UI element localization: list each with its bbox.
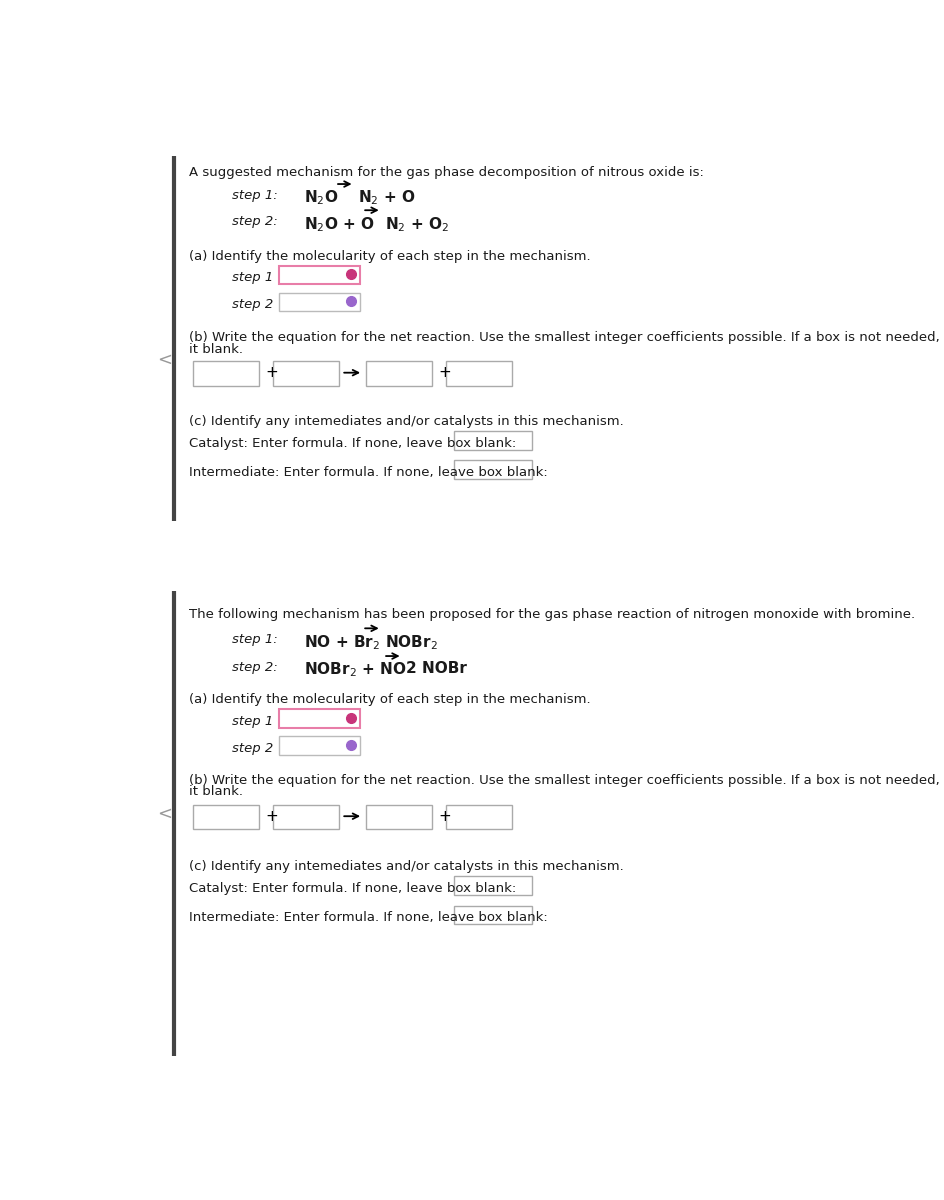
- Text: (c) Identify any intemediates and/or catalysts in this mechanism.: (c) Identify any intemediates and/or cat…: [189, 860, 624, 874]
- Text: (b) Write the equation for the net reaction. Use the smallest integer coefficien: (b) Write the equation for the net react…: [189, 331, 944, 344]
- Text: +: +: [265, 809, 278, 823]
- Text: Catalyst: Enter formula. If none, leave box blank:: Catalyst: Enter formula. If none, leave …: [189, 437, 516, 450]
- Text: step 2:: step 2:: [232, 661, 278, 673]
- Text: Intermediate: Enter formula. If none, leave box blank:: Intermediate: Enter formula. If none, le…: [189, 466, 548, 479]
- Text: N$_2$O: N$_2$O: [304, 188, 338, 208]
- Bar: [278, 293, 360, 311]
- Text: step 2: step 2: [232, 298, 273, 311]
- Bar: [194, 361, 259, 385]
- Text: step 1: step 1: [232, 714, 273, 727]
- Text: Intermediate: Enter formula. If none, leave box blank:: Intermediate: Enter formula. If none, le…: [189, 911, 548, 924]
- Text: +: +: [438, 809, 450, 823]
- Bar: [194, 805, 259, 829]
- Text: (a) Identify the molecularity of each step in the mechanism.: (a) Identify the molecularity of each st…: [189, 251, 590, 263]
- Bar: [446, 361, 512, 385]
- Bar: [365, 361, 431, 385]
- Text: <: <: [158, 805, 172, 823]
- Bar: [446, 805, 512, 829]
- Text: (a) Identify the molecularity of each step in the mechanism.: (a) Identify the molecularity of each st…: [189, 694, 590, 706]
- Bar: [454, 431, 531, 450]
- Text: N$_2$O + O: N$_2$O + O: [304, 215, 375, 234]
- Text: NO + Br$_2$: NO + Br$_2$: [304, 632, 379, 652]
- Text: Catalyst: Enter formula. If none, leave box blank:: Catalyst: Enter formula. If none, leave …: [189, 882, 516, 895]
- Text: A suggested mechanism for the gas phase decomposition of nitrous oxide is:: A suggested mechanism for the gas phase …: [189, 166, 703, 179]
- Text: N$_2$ + O$_2$: N$_2$ + O$_2$: [385, 215, 449, 234]
- Text: step 1: step 1: [232, 271, 273, 284]
- Text: step 2: step 2: [232, 742, 273, 755]
- Text: +: +: [265, 365, 278, 380]
- Text: The following mechanism has been proposed for the gas phase reaction of nitrogen: The following mechanism has been propose…: [189, 608, 915, 622]
- Bar: [454, 906, 531, 924]
- Bar: [454, 461, 531, 479]
- Text: 2 NOBr: 2 NOBr: [406, 661, 466, 676]
- Bar: [365, 805, 431, 829]
- Text: NOBr$_2$: NOBr$_2$: [385, 632, 438, 652]
- Bar: [273, 361, 339, 385]
- Bar: [278, 709, 360, 727]
- Bar: [278, 265, 360, 284]
- Text: step 1:: step 1:: [232, 188, 278, 202]
- Text: NOBr$_2$ + NO: NOBr$_2$ + NO: [304, 661, 406, 679]
- Text: +: +: [438, 365, 450, 380]
- Bar: [273, 805, 339, 829]
- Text: it blank.: it blank.: [189, 786, 244, 798]
- Text: step 1:: step 1:: [232, 632, 278, 646]
- Text: (c) Identify any intemediates and/or catalysts in this mechanism.: (c) Identify any intemediates and/or cat…: [189, 415, 624, 428]
- Text: N$_2$ + O: N$_2$ + O: [358, 188, 415, 208]
- Bar: [278, 736, 360, 755]
- Text: <: <: [158, 350, 172, 368]
- Bar: [454, 876, 531, 895]
- Text: step 2:: step 2:: [232, 215, 278, 228]
- Text: (b) Write the equation for the net reaction. Use the smallest integer coefficien: (b) Write the equation for the net react…: [189, 774, 944, 787]
- Text: it blank.: it blank.: [189, 343, 244, 355]
